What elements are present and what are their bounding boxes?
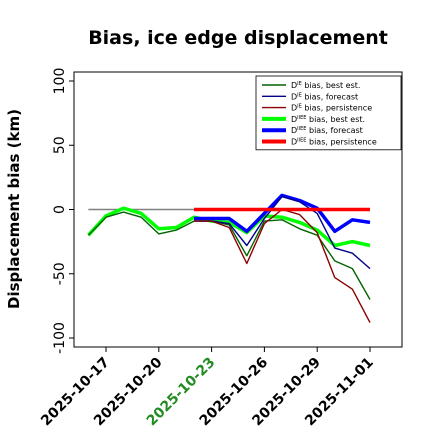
- series-line-1: [194, 195, 371, 270]
- legend-label: DIE bias, persistence: [291, 104, 372, 113]
- legend-label: DIIEE bias, persistence: [291, 138, 377, 147]
- series-layer: [87, 193, 371, 323]
- series-line-4: [194, 193, 371, 234]
- legend-label: DIIEE bias, best est.: [291, 115, 365, 124]
- y-axis-label: Displacement bias (km): [5, 109, 23, 309]
- legend-box: [255, 75, 402, 151]
- series-line-3: [87, 206, 371, 248]
- y-tick-label: 100: [52, 68, 68, 95]
- x-axis: 2025-10-172025-10-202025-10-232025-10-26…: [38, 347, 377, 429]
- y-tick-label: -50: [52, 262, 68, 285]
- legend-label: DIE bias, best est.: [291, 81, 360, 90]
- legend-label: DIIEE bias, forecast: [291, 126, 363, 135]
- y-tick-label: -100: [52, 322, 68, 354]
- y-axis: 100 50 0 -50 -100: [52, 68, 74, 354]
- series-line-0: [87, 211, 371, 300]
- y-tick-label: 50: [52, 136, 68, 154]
- legend-label: DIE bias, forecast: [291, 92, 358, 101]
- chart-title: Bias, ice edge displacement: [88, 27, 388, 49]
- legend: DIE bias, best est. DIE bias, forecast DIE…: [255, 75, 402, 151]
- y-tick-label: 0: [52, 205, 68, 214]
